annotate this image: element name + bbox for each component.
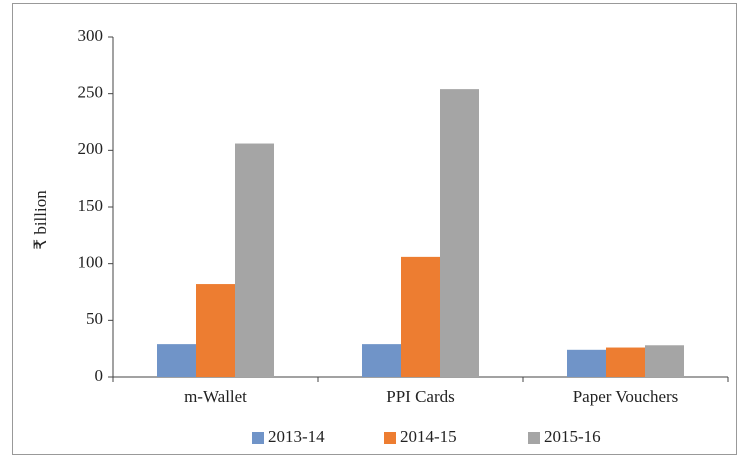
bar <box>235 143 274 377</box>
bar <box>362 344 401 377</box>
bar <box>567 349 606 377</box>
legend-label: 2014-15 <box>400 427 457 446</box>
bar <box>401 256 440 377</box>
x-tick-label: Paper Vouchers <box>573 387 679 406</box>
legend-swatch <box>384 432 396 444</box>
y-tick-label: 200 <box>78 139 104 158</box>
y-tick-label: 300 <box>78 26 104 45</box>
y-tick-label: 100 <box>78 253 104 272</box>
x-tick-label: m-Wallet <box>184 387 247 406</box>
legend-label: 2015-16 <box>544 427 601 446</box>
bar <box>196 284 235 377</box>
legend-label: 2013-14 <box>268 427 325 446</box>
y-axis-label: ₹ billion <box>31 190 50 250</box>
y-tick-label: 250 <box>78 83 104 102</box>
chart-frame <box>12 3 737 455</box>
bar <box>157 344 196 377</box>
legend-swatch <box>528 432 540 444</box>
y-tick-label: 150 <box>78 196 104 215</box>
bar <box>606 347 645 377</box>
y-tick-label: 50 <box>86 309 103 328</box>
x-tick-label: PPI Cards <box>386 387 454 406</box>
bar <box>440 89 479 377</box>
bar <box>645 345 684 377</box>
legend-swatch <box>252 432 264 444</box>
y-tick-label: 0 <box>95 366 104 385</box>
